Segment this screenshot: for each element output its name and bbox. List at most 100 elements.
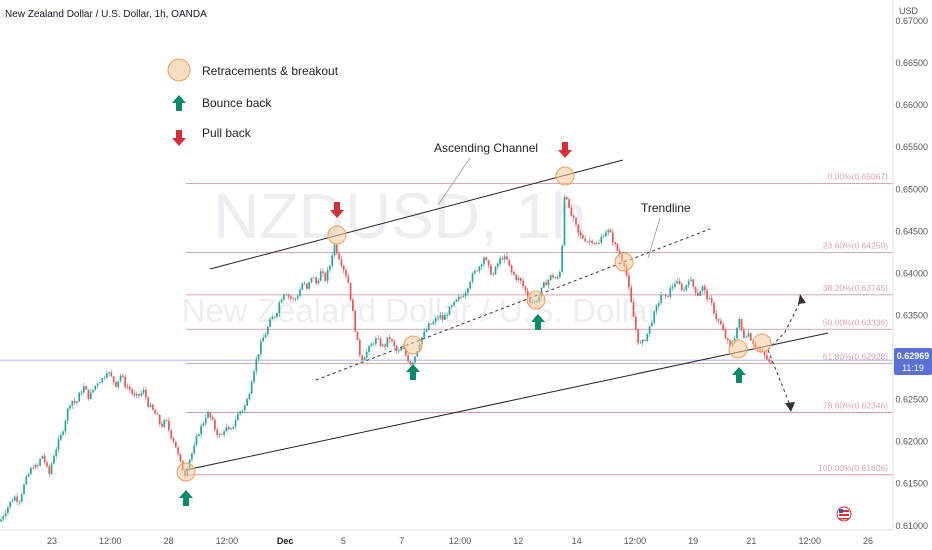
candle-body	[381, 344, 384, 346]
candle-body	[266, 326, 269, 335]
price-tick-label: 0.65000	[895, 184, 928, 194]
candle-body	[55, 449, 58, 456]
candle-body	[421, 337, 423, 345]
time-tick-label: 21	[746, 536, 756, 546]
projection-up-arrowhead	[798, 294, 806, 304]
candle-body	[506, 256, 508, 260]
candle-body	[450, 305, 453, 307]
price-tick-label: 0.67000	[895, 16, 928, 26]
candle-body	[384, 344, 386, 347]
candle-body	[53, 455, 55, 464]
candle-body	[154, 409, 156, 414]
retracement-circle-3	[403, 335, 423, 355]
candle-body	[602, 236, 605, 238]
time-tick-label: 12:00	[216, 536, 239, 546]
candle-body	[674, 283, 676, 287]
candle-body	[142, 390, 145, 394]
candle-body	[193, 445, 196, 454]
time-tick-label: 12:00	[99, 536, 122, 546]
candle-body	[76, 401, 78, 403]
candle-body	[168, 420, 170, 431]
candle-body	[432, 321, 435, 325]
candle-body	[99, 382, 101, 384]
candle-body	[480, 264, 483, 267]
candle-body	[312, 277, 315, 279]
candle-body	[163, 420, 166, 427]
candle-body	[492, 274, 495, 275]
candle-body	[214, 419, 216, 430]
bounce-arrow-2-icon	[406, 364, 420, 380]
candle-body	[345, 270, 347, 277]
candle-body	[490, 265, 492, 275]
candle-body	[117, 380, 120, 387]
candle-body	[690, 279, 692, 282]
candle-body	[559, 271, 561, 277]
candle-body	[648, 326, 651, 334]
candle-body	[402, 347, 405, 349]
candle-body	[483, 257, 485, 265]
time-tick-label: 7	[399, 536, 404, 546]
candle-body	[676, 281, 679, 284]
candle-body	[549, 275, 552, 280]
candle-body	[78, 392, 81, 402]
candle-body	[301, 283, 304, 290]
candle-body	[678, 281, 681, 285]
legend-arrow-up-icon	[172, 95, 186, 111]
candle-body	[655, 305, 658, 312]
candle-body	[565, 197, 568, 200]
candle-body	[7, 507, 9, 513]
candle-body	[469, 282, 472, 289]
candle-body	[545, 282, 547, 286]
candle-body	[333, 244, 336, 256]
candle-body	[363, 357, 366, 361]
candle-body	[9, 501, 12, 508]
candle-body	[388, 337, 391, 340]
candle-body	[485, 257, 488, 261]
candle-body	[85, 386, 87, 390]
candle-body	[464, 292, 467, 297]
candle-body	[241, 410, 244, 412]
candle-body	[736, 327, 738, 339]
candle-body	[747, 333, 750, 337]
trendline-dashed[interactable]	[315, 228, 711, 381]
us-flag-icon[interactable]	[836, 506, 852, 522]
time-axis[interactable]: 23 12:00 28 12:00 Dec 5 7 12:00 12 14 12:00 19 21 12:…	[47, 536, 873, 546]
time-tick-label: 12	[513, 536, 523, 546]
candle-body	[227, 426, 230, 430]
channel-upper-line[interactable]	[209, 159, 624, 270]
candle-body	[591, 240, 593, 243]
candle-body	[243, 405, 246, 411]
projection-down-arrowhead	[785, 402, 795, 412]
candle-body	[393, 341, 396, 346]
candle-body	[335, 244, 338, 254]
candle-body	[273, 316, 276, 318]
candle-body	[285, 294, 288, 296]
channel-lower-line[interactable]	[185, 332, 829, 471]
candle-body	[639, 342, 642, 344]
ascending-channel-pointer	[437, 157, 471, 206]
price-axis[interactable]: 0.67000 0.66500 0.66000 0.65500 0.65000 0.645…	[895, 16, 928, 531]
candle-body	[73, 401, 76, 403]
candle-body	[508, 259, 511, 266]
candle-body	[92, 389, 94, 393]
candle-body	[542, 282, 545, 288]
candle-body	[377, 338, 380, 340]
candle-body	[140, 393, 143, 396]
time-tick-label: 5	[341, 536, 346, 546]
candle-body	[710, 298, 713, 303]
candle-body	[460, 296, 462, 298]
candle-body	[476, 270, 478, 272]
candle-body	[338, 253, 340, 260]
candle-body	[660, 294, 662, 303]
time-tick-label: 23	[47, 536, 57, 546]
candle-body	[618, 250, 621, 255]
legend-bounce-label: Bounce back	[202, 96, 272, 110]
candle-body	[708, 298, 711, 300]
trendline-label: Trendline	[641, 201, 691, 215]
candle-body	[172, 438, 175, 442]
candle-body	[455, 299, 458, 302]
candle-body	[303, 283, 306, 285]
candle-body	[234, 420, 237, 427]
pullback-arrow-1-icon	[330, 202, 344, 218]
